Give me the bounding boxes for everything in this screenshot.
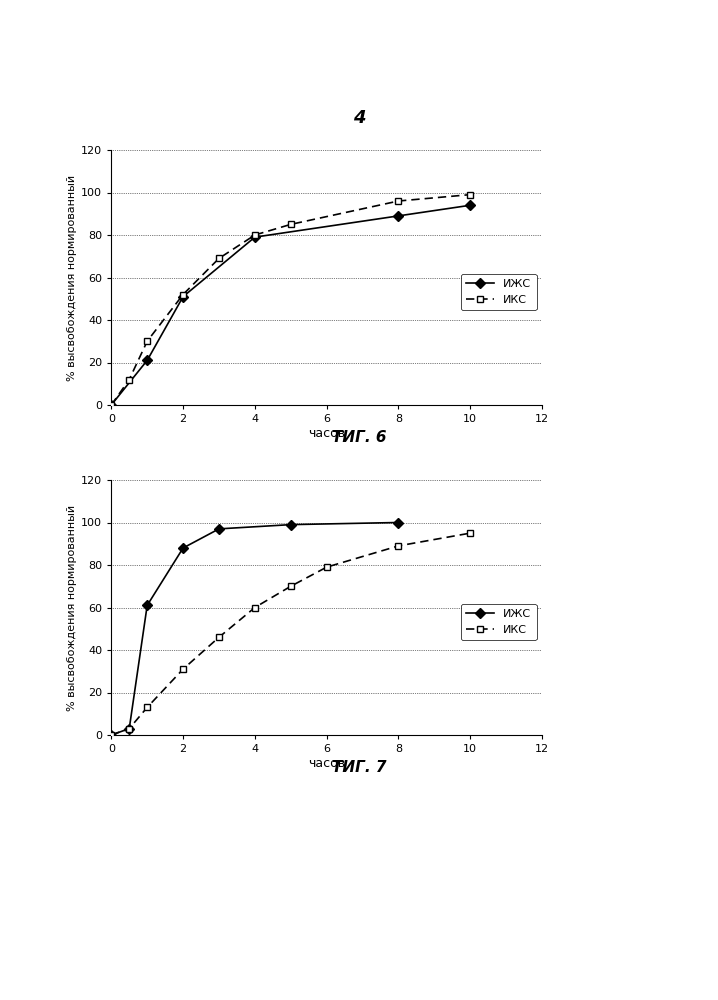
ИКС: [143, 701, 151, 713]
ИКС: [251, 229, 259, 241]
ИКС: [143, 335, 151, 347]
Line: ИКС: ИКС: [108, 530, 474, 738]
ИЖС: [179, 291, 187, 303]
ИЖС: [215, 523, 223, 535]
X-axis label: часов: часов: [308, 427, 345, 440]
ИКС: [466, 189, 475, 201]
ИЖС: [251, 231, 259, 243]
ИКС: [215, 252, 223, 264]
ИЖС: [286, 519, 295, 531]
ИКС: [394, 540, 403, 552]
ИКС: [179, 663, 187, 675]
ИКС: [286, 218, 295, 230]
ИЖС: [394, 516, 403, 528]
Line: ИЖС: ИЖС: [108, 519, 402, 738]
ИКС: [179, 288, 187, 300]
X-axis label: часов: часов: [308, 757, 345, 770]
ИЖС: [466, 199, 475, 211]
ИКС: [394, 195, 403, 207]
ИЖС: [107, 729, 116, 741]
Line: ИЖС: ИЖС: [108, 202, 474, 408]
Y-axis label: % высвобождения нормированный: % высвобождения нормированный: [67, 174, 77, 381]
ИЖС: [143, 354, 151, 366]
ИКС: [215, 631, 223, 643]
ИКС: [125, 373, 134, 385]
ИКС: [107, 399, 116, 411]
ИКС: [125, 723, 134, 735]
ИЖС: [125, 723, 134, 735]
ИКС: [466, 527, 475, 539]
ИКС: [322, 561, 331, 573]
Text: 4: 4: [353, 109, 365, 127]
Text: ΤИГ. 6: ΤИГ. 6: [332, 430, 386, 444]
Legend: ИЖС, ИКС: ИЖС, ИКС: [461, 604, 536, 640]
ИКС: [251, 601, 259, 613]
ИКС: [286, 580, 295, 592]
Legend: ИЖС, ИКС: ИЖС, ИКС: [461, 274, 536, 310]
ИЖС: [107, 399, 116, 411]
ИКС: [107, 729, 116, 741]
Text: ΤИГ. 7: ΤИГ. 7: [332, 760, 386, 776]
ИЖС: [394, 210, 403, 222]
ИЖС: [179, 542, 187, 554]
Y-axis label: % высвобождения нормированный: % высвобождения нормированный: [67, 504, 77, 711]
Line: ИКС: ИКС: [108, 191, 474, 408]
ИЖС: [143, 599, 151, 611]
